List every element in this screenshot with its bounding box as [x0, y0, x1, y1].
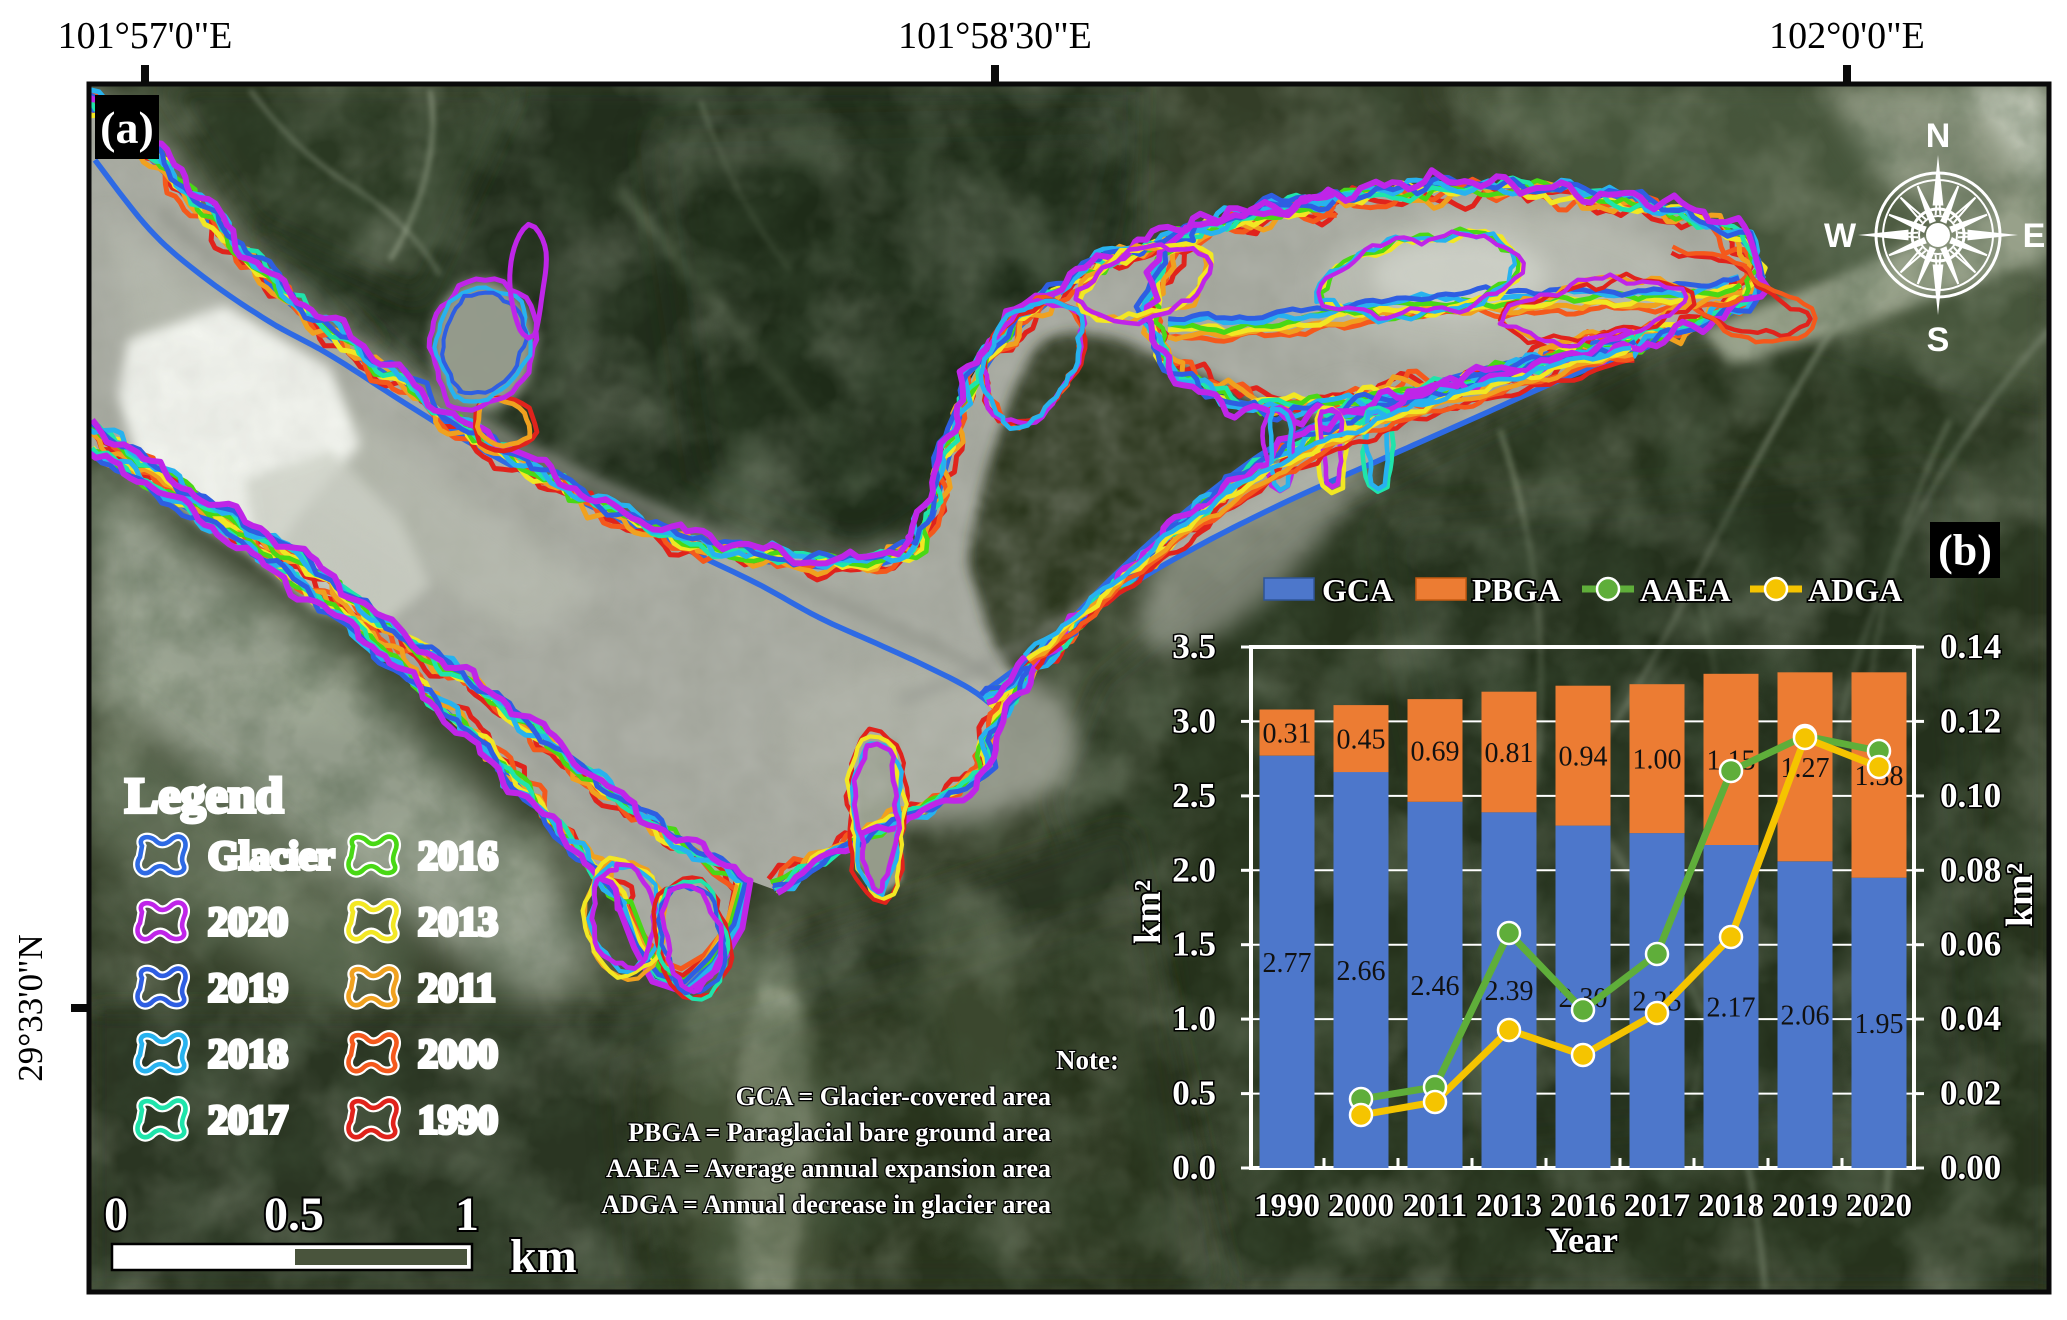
svg-text:0.02: 0.02 [1940, 1074, 2001, 1113]
svg-text:km: km [510, 1230, 577, 1283]
svg-text:AAEA = Average annual expansio: AAEA = Average annual expansion area [606, 1154, 1051, 1183]
svg-text:ADGA: ADGA [1808, 572, 1902, 608]
svg-text:2016: 2016 [418, 833, 498, 878]
svg-text:2011: 2011 [1403, 1188, 1467, 1224]
svg-text:101°58'30"E: 101°58'30"E [898, 15, 1092, 57]
svg-text:W: W [1824, 217, 1857, 255]
svg-text:PBGA = Paraglacial bare ground: PBGA = Paraglacial bare ground area [628, 1118, 1051, 1147]
svg-text:0.14: 0.14 [1940, 627, 2001, 666]
svg-text:0.5: 0.5 [264, 1188, 324, 1241]
svg-text:2.66: 2.66 [1337, 956, 1386, 987]
svg-text:0.31: 0.31 [1263, 719, 1312, 750]
svg-text:Glacier: Glacier [208, 833, 335, 878]
svg-text:1.95: 1.95 [1855, 1009, 1904, 1040]
svg-text:2016: 2016 [1550, 1188, 1616, 1224]
svg-text:2017: 2017 [208, 1097, 288, 1142]
svg-text:km²: km² [1127, 880, 1169, 944]
svg-text:0.94: 0.94 [1559, 742, 1608, 773]
svg-text:0.0: 0.0 [1172, 1148, 1216, 1187]
svg-text:(b): (b) [1938, 526, 1992, 575]
svg-text:2.77: 2.77 [1263, 948, 1312, 979]
svg-text:2013: 2013 [418, 899, 498, 944]
svg-text:0: 0 [104, 1188, 128, 1241]
svg-text:2018: 2018 [208, 1031, 288, 1076]
svg-text:(a): (a) [100, 102, 154, 153]
svg-text:ADGA = Annual decrease in glac: ADGA = Annual decrease in glacier area [601, 1190, 1051, 1219]
svg-text:2018: 2018 [1698, 1188, 1764, 1224]
svg-text:2000: 2000 [1328, 1188, 1394, 1224]
svg-text:Year: Year [1546, 1220, 1618, 1260]
svg-text:0.00: 0.00 [1940, 1148, 2001, 1187]
svg-text:0.81: 0.81 [1485, 738, 1534, 769]
svg-text:0.08: 0.08 [1940, 850, 2001, 889]
svg-text:2.5: 2.5 [1172, 776, 1216, 815]
svg-text:N: N [1926, 117, 1951, 155]
svg-text:0.69: 0.69 [1411, 737, 1460, 768]
svg-text:Legend: Legend [125, 767, 284, 823]
svg-text:2.39: 2.39 [1485, 976, 1534, 1007]
svg-text:2011: 2011 [418, 965, 496, 1010]
svg-text:0.45: 0.45 [1337, 725, 1386, 756]
svg-text:2.17: 2.17 [1707, 993, 1756, 1024]
svg-text:102°0'0"E: 102°0'0"E [1769, 15, 1925, 57]
svg-text:1990: 1990 [1254, 1188, 1320, 1224]
svg-text:AAEA: AAEA [1640, 572, 1731, 608]
svg-text:PBGA: PBGA [1472, 572, 1561, 608]
svg-text:2019: 2019 [208, 965, 288, 1010]
svg-text:GCA: GCA [1322, 572, 1393, 608]
svg-text:km²: km² [1999, 863, 2041, 927]
svg-text:S: S [1927, 321, 1950, 359]
svg-text:1: 1 [455, 1188, 479, 1241]
svg-text:101°57'0"E: 101°57'0"E [58, 15, 233, 57]
svg-text:0.06: 0.06 [1940, 925, 2001, 964]
svg-text:0.10: 0.10 [1940, 776, 2001, 815]
svg-text:1.0: 1.0 [1172, 999, 1216, 1038]
svg-text:3.0: 3.0 [1172, 701, 1216, 740]
svg-text:2.46: 2.46 [1411, 971, 1460, 1002]
svg-text:2020: 2020 [1846, 1188, 1912, 1224]
svg-text:0.04: 0.04 [1940, 999, 2001, 1038]
svg-text:E: E [2023, 217, 2046, 255]
svg-text:0.12: 0.12 [1940, 701, 2001, 740]
svg-text:29°33'0"N: 29°33'0"N [11, 934, 50, 1081]
svg-text:2000: 2000 [418, 1031, 498, 1076]
svg-text:2020: 2020 [208, 899, 288, 944]
svg-text:2013: 2013 [1476, 1188, 1542, 1224]
svg-text:2019: 2019 [1772, 1188, 1838, 1224]
svg-text:Note:: Note: [1056, 1045, 1119, 1075]
svg-text:1.00: 1.00 [1633, 745, 1682, 776]
svg-text:2.06: 2.06 [1781, 1001, 1830, 1032]
svg-text:0.5: 0.5 [1172, 1074, 1216, 1113]
svg-text:1990: 1990 [418, 1097, 498, 1142]
svg-text:GCA = Glacier-covered area: GCA = Glacier-covered area [736, 1082, 1051, 1111]
svg-text:1.5: 1.5 [1172, 925, 1216, 964]
svg-text:3.5: 3.5 [1172, 627, 1216, 666]
svg-text:2.0: 2.0 [1172, 850, 1216, 889]
svg-text:2017: 2017 [1624, 1188, 1690, 1224]
